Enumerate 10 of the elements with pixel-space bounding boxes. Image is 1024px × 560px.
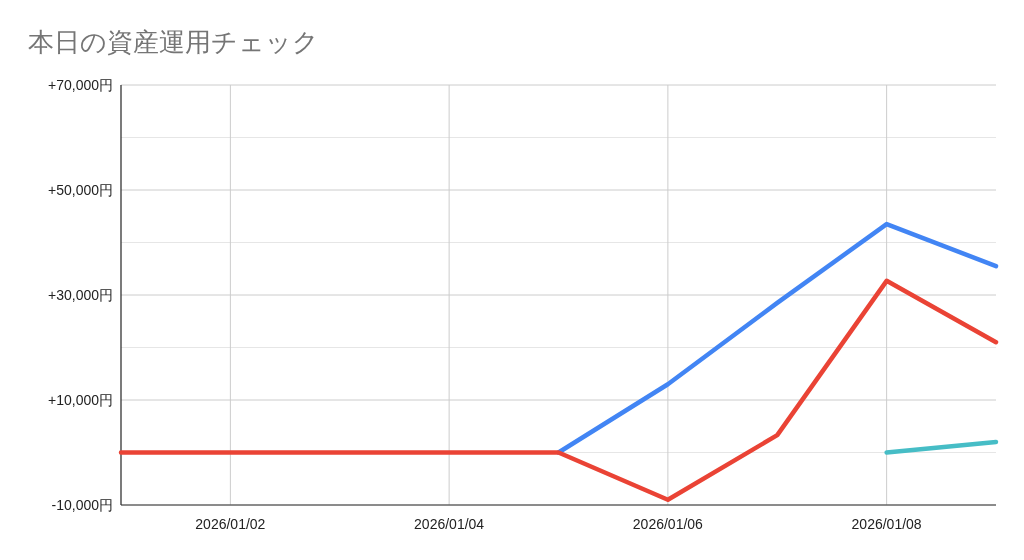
y-tick-label: +70,000円	[48, 77, 113, 93]
x-tick-label: 2026/01/06	[632, 516, 704, 532]
chart-title: 本日の資産運用チェック	[28, 27, 319, 57]
x-tick-label: 2026/01/02	[195, 516, 266, 532]
y-tick-label: +50,000円	[48, 182, 113, 198]
x-tick-label: 2026/01/04	[414, 516, 485, 532]
y-tick-label: +10,000円	[48, 392, 113, 408]
y-tick-label: -10,000円	[51, 497, 113, 513]
y-tick-label: +30,000円	[48, 287, 113, 303]
x-tick-label: 2026/01/08	[851, 516, 922, 532]
